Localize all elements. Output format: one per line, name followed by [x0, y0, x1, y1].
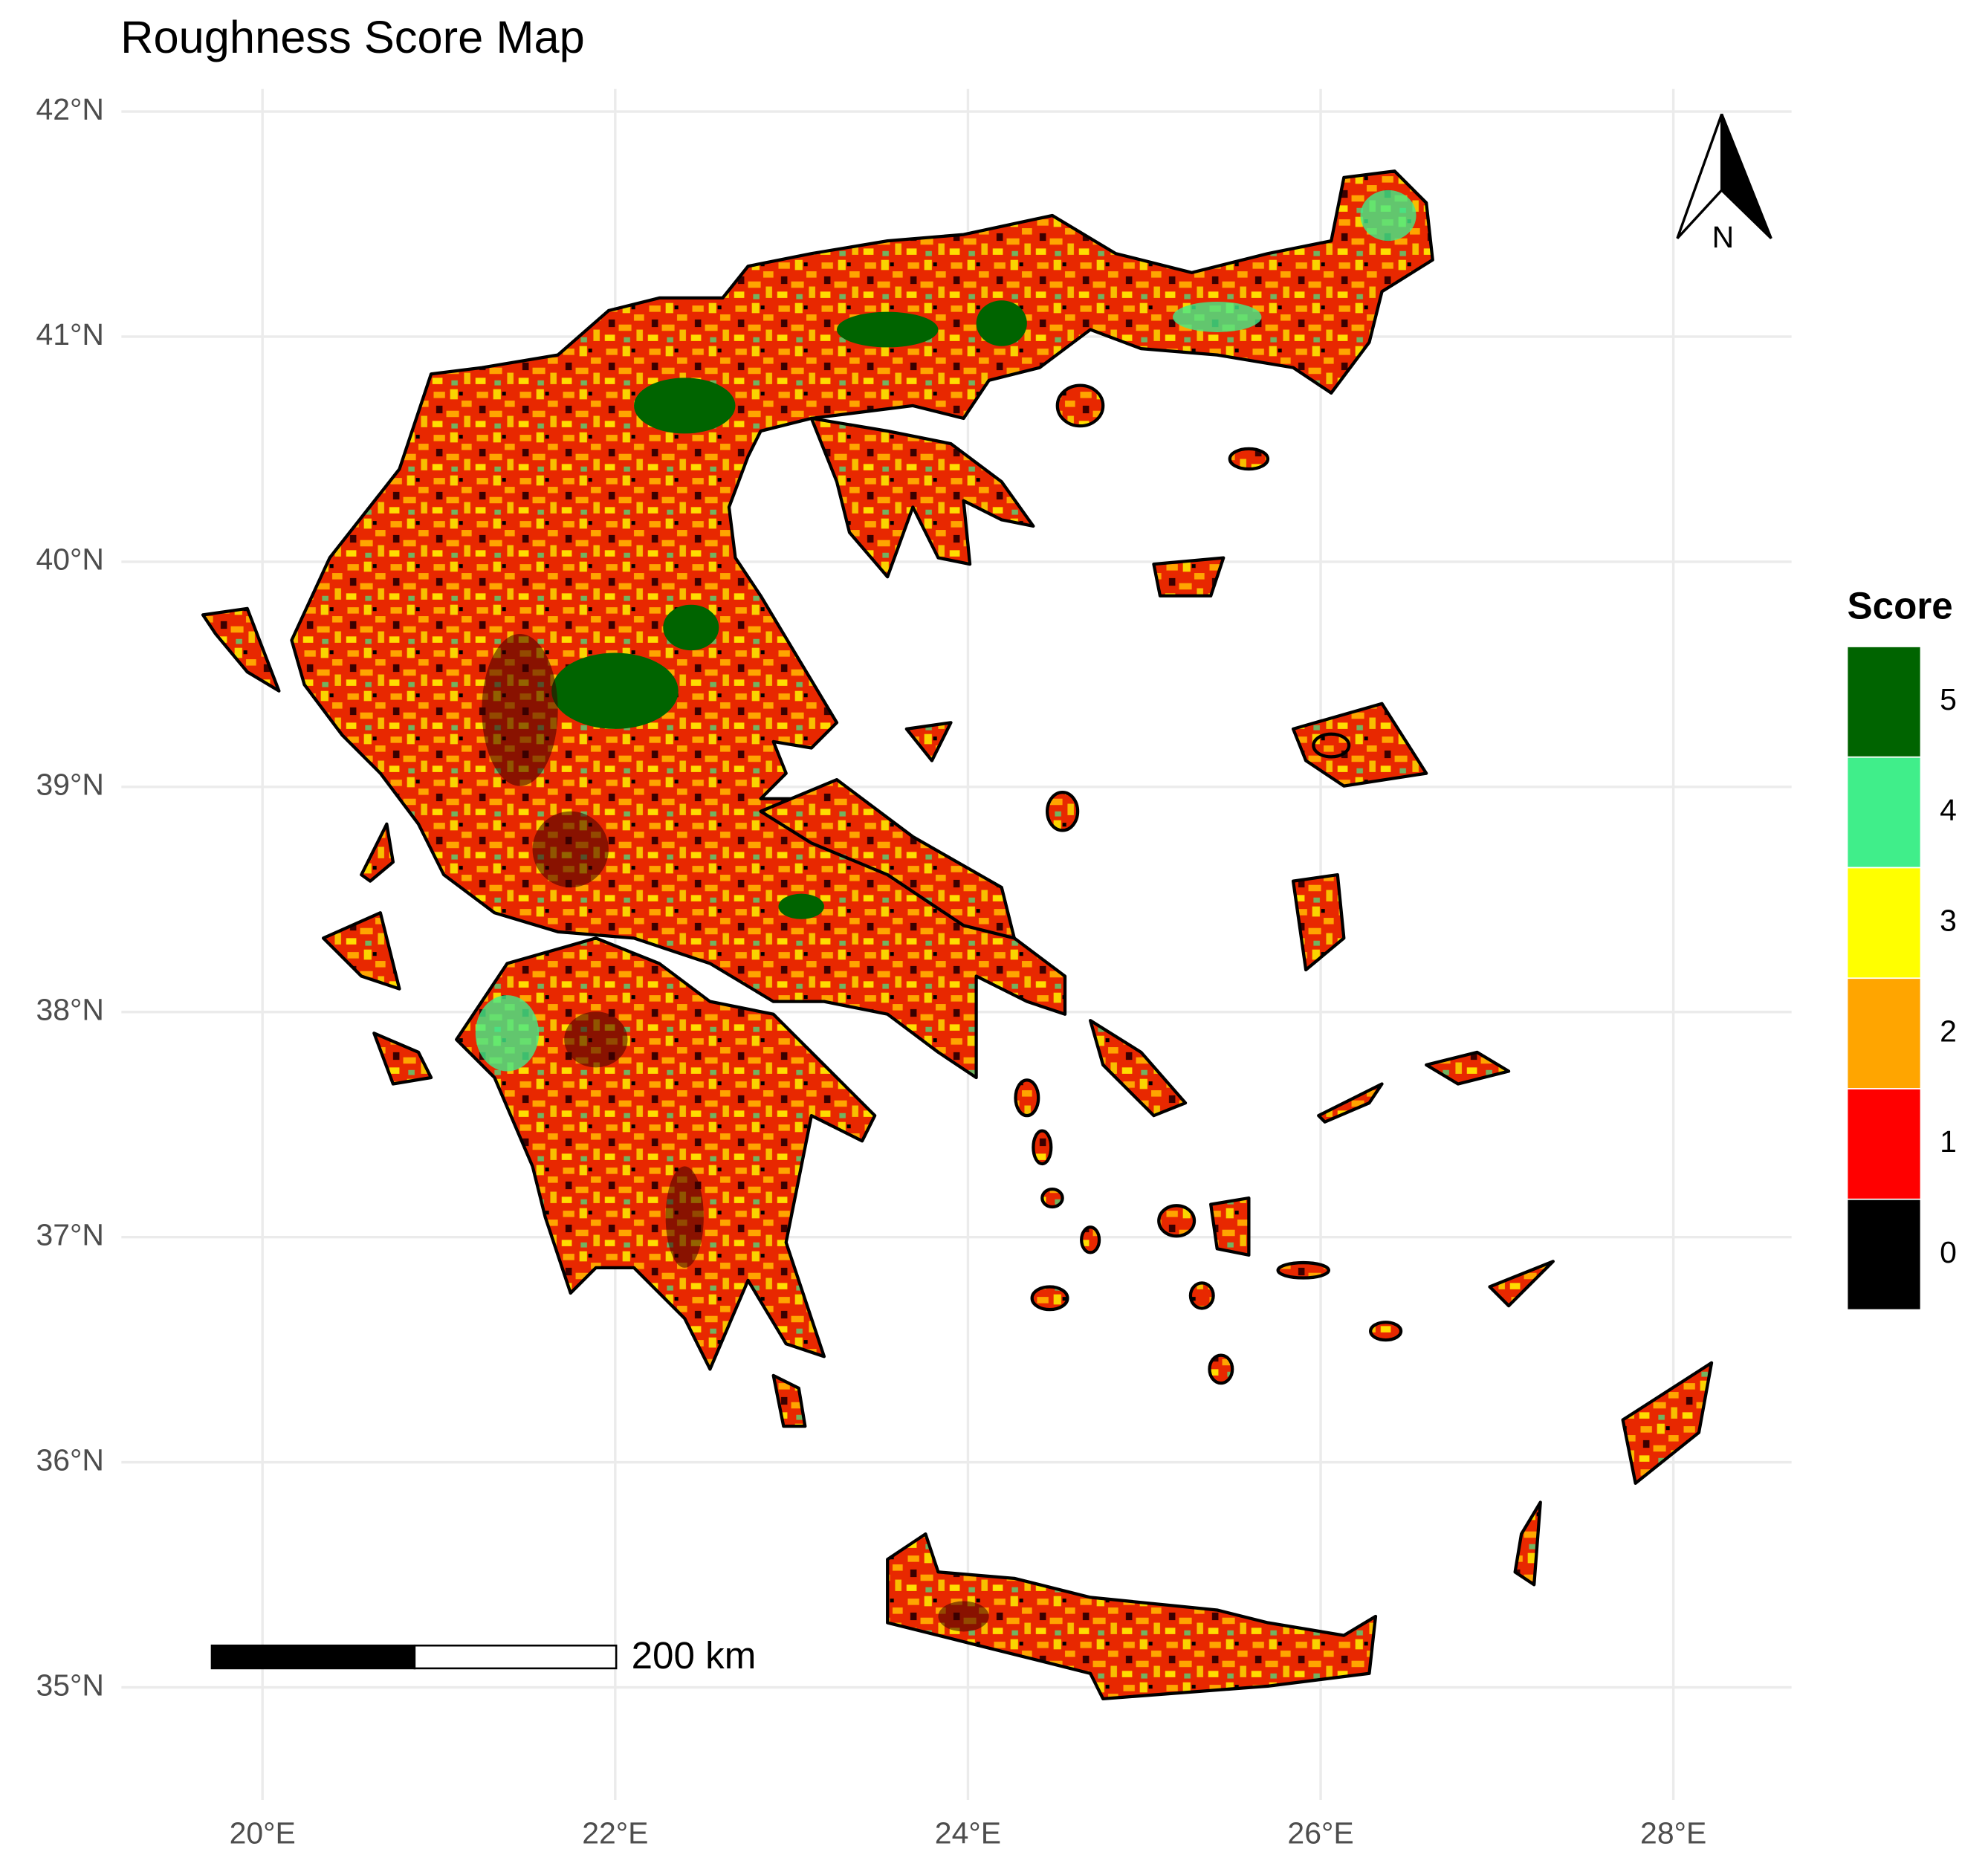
y-tick-label: 40°N — [36, 543, 103, 577]
map-land — [201, 169, 1714, 1701]
island — [1055, 383, 1105, 428]
legend-label: 0 — [1940, 1235, 1957, 1269]
island — [1621, 1361, 1714, 1486]
chart-title: Roughness Score Map — [120, 12, 585, 63]
island — [1276, 1260, 1330, 1280]
scale-bar-label: 200 km — [632, 1634, 757, 1677]
peloponnese — [455, 936, 877, 1371]
plain — [475, 995, 540, 1072]
plain — [1360, 190, 1416, 242]
mountains — [665, 1166, 704, 1268]
plain — [836, 311, 939, 348]
legend-label: 2 — [1940, 1014, 1957, 1048]
x-tick-label: 26°E — [1287, 1816, 1353, 1850]
island — [1488, 1260, 1555, 1308]
x-tick-label: 28°E — [1640, 1816, 1706, 1850]
plain — [551, 652, 679, 729]
island — [1157, 1204, 1197, 1238]
island — [1513, 1500, 1542, 1587]
island — [1425, 1050, 1511, 1086]
x-tick-label: 24°E — [935, 1816, 1001, 1850]
mountains — [482, 633, 558, 786]
island — [1030, 1285, 1069, 1312]
island — [1032, 1129, 1053, 1166]
y-tick-label: 42°N — [36, 92, 103, 126]
scale-bar-segment — [210, 1644, 416, 1670]
island — [1228, 447, 1270, 471]
island — [1089, 1019, 1188, 1118]
y-tick-label: 38°N — [36, 993, 103, 1027]
legend-swatch — [1846, 1088, 1922, 1200]
island — [201, 606, 281, 693]
island — [1040, 1187, 1064, 1209]
y-tick-label: 41°N — [36, 317, 103, 352]
island — [1291, 702, 1428, 788]
island — [360, 822, 395, 883]
legend-swatch — [1846, 1198, 1922, 1311]
island — [1046, 791, 1080, 832]
plain — [778, 893, 824, 919]
legend: Score 5 4 3 2 1 0 — [1846, 584, 1957, 1311]
island — [1188, 1281, 1215, 1310]
island — [1080, 1225, 1101, 1254]
north-arrow-label: N — [1712, 220, 1735, 254]
mountains — [564, 1011, 628, 1068]
y-tick-label: 39°N — [36, 768, 103, 802]
legend-label: 3 — [1940, 904, 1957, 938]
island — [1291, 872, 1346, 972]
island — [1369, 1321, 1403, 1342]
mainland — [290, 169, 1434, 1080]
crete — [886, 1532, 1378, 1701]
legend-swatch — [1846, 646, 1922, 758]
island — [904, 721, 953, 762]
plain — [976, 300, 1027, 346]
legend-label: 1 — [1940, 1124, 1957, 1159]
plain — [1173, 302, 1262, 332]
legend-label: 5 — [1940, 682, 1957, 716]
legend-title: Score — [1848, 584, 1953, 626]
island — [771, 1373, 807, 1428]
north-arrow: N — [1676, 113, 1772, 254]
mountains — [938, 1601, 989, 1632]
legend-swatch — [1846, 977, 1922, 1089]
island — [1317, 1082, 1384, 1124]
x-tick-label: 20°E — [230, 1816, 296, 1850]
legend-swatch — [1846, 867, 1922, 979]
legend-swatch — [1846, 756, 1922, 869]
island — [1152, 556, 1225, 598]
y-tick-label: 35°N — [36, 1668, 103, 1702]
evia — [759, 777, 1016, 940]
mountains — [532, 811, 609, 888]
island — [372, 1032, 433, 1086]
plain — [663, 604, 719, 651]
chalkidiki — [809, 416, 1035, 579]
legend-label: 4 — [1940, 793, 1957, 827]
scale-bar-segment — [413, 1644, 618, 1670]
plain — [634, 378, 736, 434]
y-tick-label: 37°N — [36, 1218, 103, 1252]
north-arrow-right — [1720, 113, 1772, 239]
island — [1014, 1078, 1040, 1118]
island — [321, 911, 401, 991]
island — [1208, 1353, 1234, 1385]
scale-bar: 200 km — [210, 1634, 757, 1677]
x-tick-label: 22°E — [582, 1816, 648, 1850]
y-tick-label: 36°N — [36, 1442, 103, 1477]
gulf — [1312, 732, 1351, 759]
island — [1209, 1196, 1251, 1257]
